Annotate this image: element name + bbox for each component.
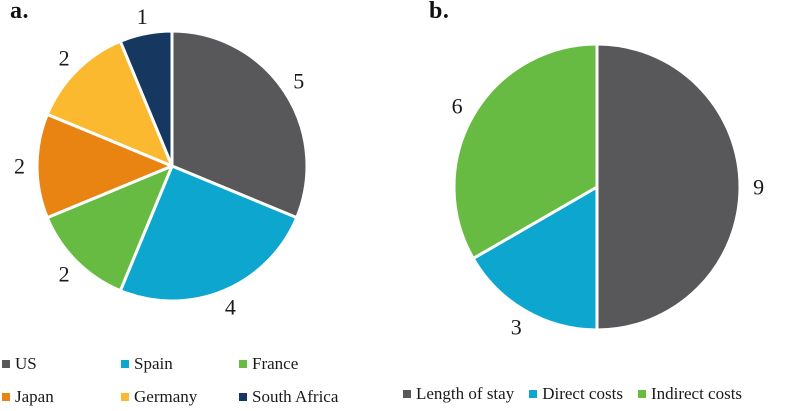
pie-slice-germany [45, 39, 174, 168]
legend-item-france: France [239, 354, 394, 374]
data-label-us: 5 [293, 69, 304, 94]
data-label-france: 2 [59, 261, 70, 286]
pie-slice-spain [118, 164, 299, 303]
legend-swatch [239, 393, 247, 401]
legend-label: South Africa [252, 387, 339, 406]
data-label-germany: 2 [59, 46, 70, 71]
legend-item-japan: Japan [2, 387, 121, 407]
pie-slice-south-africa [118, 29, 174, 168]
pie-slice-japan [35, 112, 174, 220]
legend-item-spain: Spain [121, 354, 239, 374]
legend-swatch [2, 360, 10, 368]
pie-slice-france [45, 164, 174, 293]
legend-swatch [403, 390, 411, 398]
data-label-spain: 4 [225, 294, 236, 319]
legend-item-south-africa: South Africa [239, 387, 394, 407]
legend-a: US Spain France Japan Germany South Africa [2, 354, 394, 407]
legend-item-germany: Germany [121, 387, 239, 407]
pie-slice-direct-costs [471, 185, 599, 332]
legend-label: US [15, 354, 37, 373]
pie-chart-b: 9 3 6 [452, 42, 764, 339]
data-label-length-of-stay: 9 [753, 175, 764, 200]
legend-label: Japan [15, 387, 54, 406]
pie-chart-a: 5 4 2 2 2 1 [14, 4, 309, 319]
legend-swatch [121, 393, 129, 401]
data-label-south-africa: 1 [137, 4, 148, 29]
legend-item-length-of-stay: Length of stay [403, 384, 514, 404]
pie-slice-indirect-costs [452, 42, 599, 260]
data-label-direct-costs: 3 [511, 314, 522, 339]
panel-b-title: b. [429, 0, 450, 24]
legend-swatch [637, 390, 646, 398]
legend-b: Length of stay Direct costs Indirect costs [403, 384, 742, 404]
data-label-japan: 2 [14, 154, 25, 179]
legend-label: Direct costs [542, 384, 623, 403]
pie-slice-us [170, 29, 309, 220]
panel-a: a. 5 4 2 2 2 1 US Spain France Japan Germany South… [2, 0, 394, 407]
legend-label: Length of stay [416, 384, 515, 403]
legend-item-direct-costs: Direct costs [529, 384, 623, 404]
legend-label: Indirect costs [650, 384, 743, 403]
legend-label: Spain [134, 354, 173, 373]
legend-item-us: US [2, 354, 121, 374]
legend-label: Germany [134, 387, 198, 406]
data-label-indirect-costs: 6 [452, 94, 463, 119]
legend-label: France [252, 354, 299, 373]
panel-b: b. 9 3 6 Length of stay Direct costs Indirec… [399, 0, 797, 411]
pie-slice-length-of-stay [595, 42, 742, 332]
legend-swatch [239, 360, 247, 368]
panel-a-title: a. [10, 0, 29, 24]
legend-swatch [529, 390, 538, 398]
legend-swatch [121, 360, 129, 368]
legend-item-indirect-costs: Indirect costs [637, 384, 743, 404]
legend-swatch [2, 393, 10, 401]
